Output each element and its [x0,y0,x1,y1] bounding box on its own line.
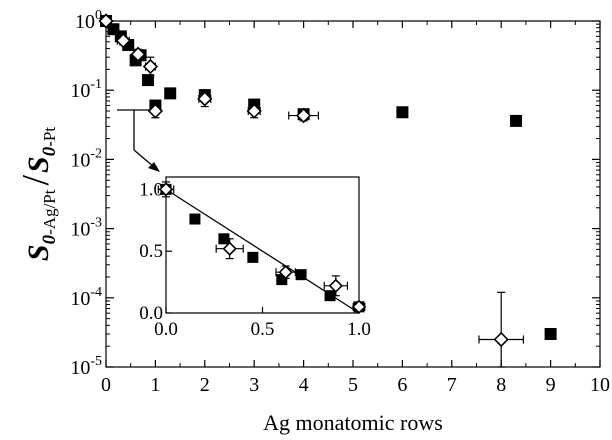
y-tick-label: 10-4 [70,285,102,310]
inset-pointer-arrow [117,109,160,172]
y-label-sub1: 0 [39,234,60,244]
y-tick-label: 10-5 [70,354,102,379]
open-diamond-point [295,107,312,124]
y-tick-label: 10-3 [70,216,102,241]
inset-y-tick-label: 0.5 [139,241,163,262]
filled-square-point [544,327,557,340]
filled-square-point [141,74,154,87]
inset-y-tick-label: 1.0 [139,179,163,200]
inset-y-tick-label: 0.0 [139,303,163,324]
y-axis-label: S0-Ag/Pt/S0-Pt [15,127,60,261]
y-label-sub2b: -Pt [40,127,59,147]
x-tick-label: 2 [200,374,210,396]
main-axis-ticks [105,20,601,368]
x-tick-label: 8 [496,374,506,396]
x-tick-label: 5 [348,374,358,396]
inset-open-diamond-point [328,278,343,293]
main-tick-labels: 0 1 2 3 4 5 6 7 8 9 10 100 10-1 10-2 10-3 10-4 10-5 [70,8,610,396]
y-label-sub1b: -Ag/Pt [40,189,59,235]
inset-x-tick-label: 1.0 [347,319,371,340]
inset-tick-labels: 0.0 0.5 1.0 0.0 0.5 1.0 [139,179,371,340]
inset-open-diamond-point [351,299,367,314]
y-label-slash: / [15,175,57,186]
y-label-s2: S [22,156,55,173]
inset-filled-square-point [189,213,201,225]
x-axis-label: Ag monatomic rows [263,410,443,435]
open-diamond-point [493,331,509,348]
open-diamond-point [115,33,131,49]
inset-filled-square-point [218,233,230,245]
x-tick-label: 6 [397,374,407,396]
inset-open-diamond-point [158,182,174,197]
y-label-sub2: 0 [39,146,60,156]
inset-data-marks [157,181,367,314]
open-diamond-point [147,103,164,119]
main-data-marks [98,13,557,368]
filled-square-point [510,114,523,127]
x-tick-label: 1 [150,374,160,396]
x-tick-label: 4 [299,374,309,396]
x-tick-label: 9 [546,374,556,396]
x-tick-label: 0 [101,374,111,396]
x-tick-label: 7 [447,374,457,396]
inset-open-diamond-point [278,265,293,280]
inset-x-tick-label: 0.5 [251,319,275,340]
open-diamond-point [246,103,262,119]
open-diamond-point [142,58,159,75]
y-tick-label: 100 [75,8,102,33]
inset-filled-square-point [247,251,259,263]
error-bar [478,291,525,368]
inset-open-diamond-point [222,241,237,256]
inset-filled-square-point [295,269,307,281]
open-diamond-point [130,46,146,62]
inset-filled-square-point [324,290,336,302]
x-tick-label: 10 [590,374,610,396]
open-diamond-point [98,13,114,29]
y-label-s1: S [22,244,55,261]
x-tick-label: 3 [249,374,259,396]
svg-text:S0-Ag/Pt/S0-Pt: S0-Ag/Pt/S0-Pt [15,127,60,261]
y-tick-label: 10-1 [70,77,102,102]
filled-square-point [164,87,177,100]
inset-x-tick-label: 0.0 [154,319,178,340]
y-tick-label: 10-2 [70,146,102,171]
inset-filled-square-point [276,274,288,286]
filled-square-point [396,106,409,119]
open-diamond-point [197,91,213,107]
